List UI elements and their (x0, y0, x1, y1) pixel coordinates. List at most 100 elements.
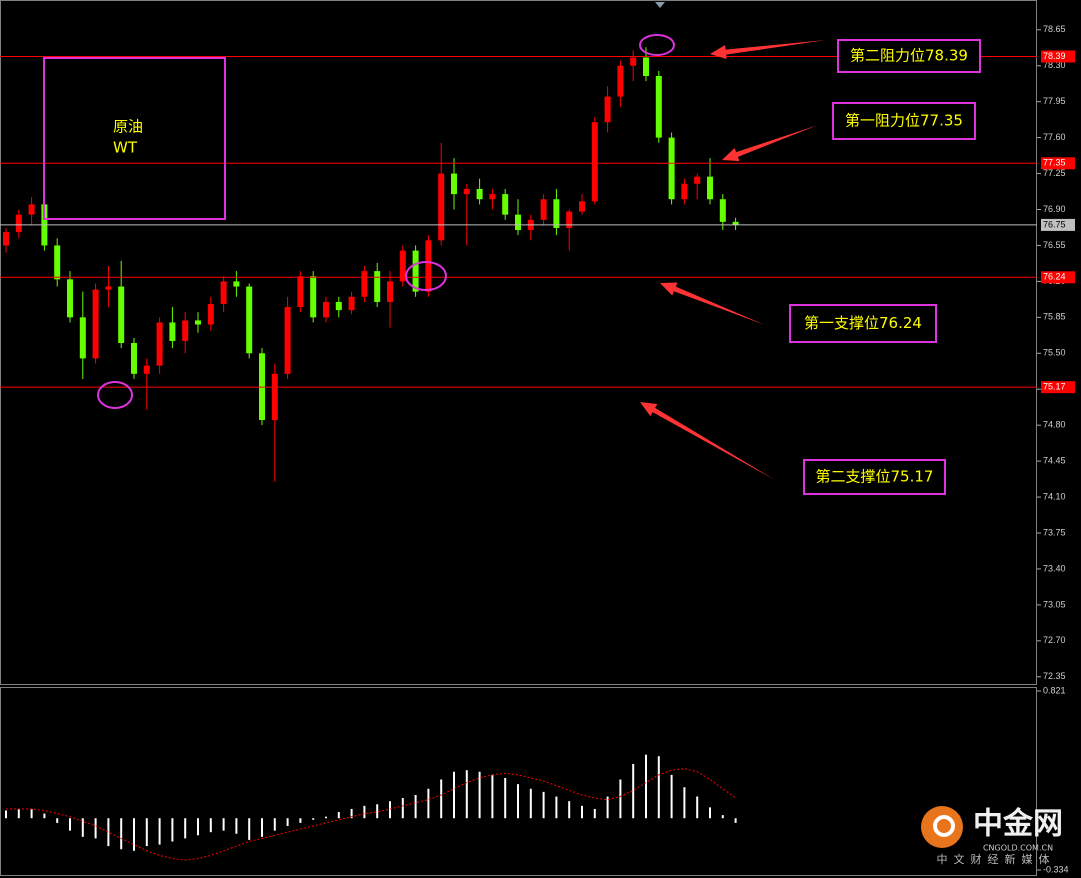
annotation: 第二阻力位78.39 (850, 47, 968, 65)
logo-slogan: 中文财经新媒体 (937, 852, 1056, 866)
candle-body (92, 289, 99, 359)
candle-body (131, 343, 137, 374)
logo-swirl (933, 815, 955, 837)
candle-body (719, 199, 726, 222)
candle-body (182, 320, 189, 341)
histogram-bar (414, 794, 417, 819)
price-label-box (1041, 271, 1075, 284)
histogram-bar (350, 808, 353, 819)
histogram-bar (248, 818, 251, 840)
y-tick-label: 76.90 (1043, 204, 1066, 214)
y-tick-label: 73.40 (1043, 563, 1066, 573)
histogram-bar (273, 818, 276, 831)
candle-body (297, 276, 304, 308)
histogram-bar (657, 756, 660, 819)
instrument-name: 原油 (113, 118, 143, 136)
price-label: 78.39 (1043, 51, 1066, 61)
indicator-panel-frame (0, 687, 1037, 876)
histogram-bar (632, 763, 635, 819)
candle-body (348, 296, 355, 311)
histogram-bar (401, 798, 404, 819)
histogram-bar (581, 805, 583, 819)
candle-body (28, 204, 35, 215)
candle-body (655, 75, 662, 138)
histogram-bar (683, 787, 686, 819)
candle-body (271, 373, 278, 421)
histogram-bar (555, 796, 558, 819)
candle-body (15, 214, 22, 233)
histogram-bar (197, 818, 199, 836)
histogram-bar (645, 754, 647, 819)
histogram-bar (69, 818, 71, 831)
histogram-bar (337, 812, 340, 819)
candle-body (259, 353, 265, 421)
candle-body (3, 232, 9, 246)
candle-body (732, 221, 739, 225)
candle-body (335, 301, 342, 311)
y-tick-label: 77.95 (1043, 96, 1066, 106)
y-tick-label: 73.05 (1043, 599, 1066, 609)
price-label-box (1041, 50, 1075, 63)
histogram-bar (721, 815, 724, 819)
histogram-bar (235, 818, 238, 834)
histogram-bar (94, 818, 97, 839)
histogram-bar (529, 788, 532, 819)
candle-body (515, 214, 521, 231)
instrument-box (43, 57, 226, 220)
histogram-bar (376, 804, 379, 819)
candle-body (630, 57, 637, 66)
instrument-code: WT (113, 139, 138, 157)
annotation: 第二支撑位75.17 (816, 468, 934, 486)
histogram-bar (734, 818, 737, 823)
y-tick-label: 77.60 (1043, 132, 1066, 142)
logo-site: CNGOLD.COM.CN (983, 844, 1053, 853)
histogram-bar (17, 808, 20, 819)
highlight-circle (405, 261, 447, 291)
histogram-bar (158, 818, 161, 845)
histogram-bar (209, 818, 212, 833)
annotation: 第一阻力位77.35 (845, 112, 963, 130)
candle-body (566, 211, 573, 228)
arrow (710, 40, 826, 60)
annotation-box (789, 304, 937, 343)
annotation-box (837, 39, 981, 73)
histogram-bar (491, 774, 494, 819)
candle-body (540, 199, 547, 220)
histogram-bar (133, 818, 135, 851)
candle-body (463, 188, 470, 195)
histogram-bar (5, 810, 7, 819)
histogram-bar (325, 816, 327, 819)
candle-body (323, 301, 329, 318)
price-label: 75.17 (1043, 382, 1066, 392)
histogram-bar (30, 808, 33, 819)
annotation-box (832, 102, 976, 140)
y-tick-label: -0.334 (1043, 864, 1069, 874)
signal-line (6, 768, 736, 861)
y-tick-label: 78.65 (1043, 24, 1066, 34)
y-tick-label: 74.10 (1043, 491, 1066, 501)
histogram-bar (120, 818, 123, 850)
candle-body (707, 176, 713, 200)
y-tick-label: 78.30 (1043, 60, 1066, 70)
price-label: 76.24 (1043, 272, 1066, 282)
candle-body (195, 320, 201, 325)
histogram-bar (222, 818, 225, 831)
price-label: 77.35 (1043, 158, 1066, 168)
candle-body (604, 96, 611, 123)
histogram-bar (670, 774, 673, 819)
candle-body (284, 307, 291, 374)
candle-body (438, 173, 445, 241)
histogram-bar (261, 818, 263, 837)
candle-body (553, 199, 560, 228)
candle-body (54, 245, 61, 280)
histogram-bar (107, 818, 110, 847)
candle-body (591, 122, 598, 202)
histogram-bar (453, 771, 455, 819)
y-tick-label: 0.821 (1043, 685, 1066, 695)
candle-body (67, 279, 73, 318)
annotation: 第一支撑位76.24 (804, 314, 922, 332)
histogram-bar (696, 796, 699, 819)
histogram-bar (427, 788, 430, 819)
histogram-bar (81, 818, 84, 837)
histogram-bar (478, 771, 481, 819)
